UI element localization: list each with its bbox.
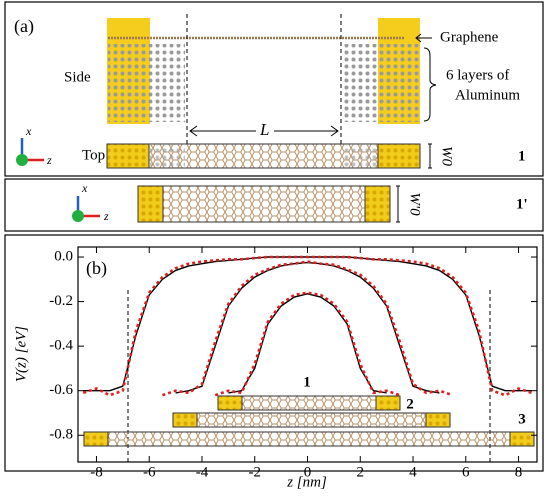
x-tick-label: -8 [90, 464, 103, 480]
electrode [84, 432, 108, 446]
x-tick-label: 4 [409, 464, 417, 480]
y-tick-label: -0.8 [49, 427, 73, 443]
electrode [365, 186, 390, 222]
y-tick-label: -0.4 [49, 338, 73, 354]
figure: (a) Side Graphene 6 layers of Aluminum L… [0, 0, 550, 493]
electrode [426, 413, 450, 427]
x-tick-label: 2 [357, 464, 365, 480]
structure-label: 3 [518, 411, 526, 427]
series-line [83, 257, 531, 391]
aluminum [342, 144, 378, 168]
inset-strip [218, 396, 400, 410]
panel-a: (a) Side Graphene 6 layers of Aluminum L… [5, 2, 543, 231]
x-tick-label: 6 [462, 464, 470, 480]
aluminum-layers [342, 44, 419, 122]
axis-label: x [25, 124, 32, 138]
panel-label: (a) [14, 16, 34, 37]
electrode [378, 144, 420, 168]
top-label: Top [82, 147, 105, 163]
y-tick-label: -0.2 [49, 293, 73, 309]
width-bracket [428, 144, 432, 168]
plot-frame [78, 247, 537, 462]
layers-label: 6 layers of [446, 67, 509, 83]
structure-label: 2 [406, 396, 414, 412]
structure-label: 1 [518, 148, 526, 164]
brace [424, 48, 436, 121]
electrode [376, 396, 400, 410]
x-tick-label: -6 [143, 464, 156, 480]
inset-strip [84, 432, 534, 446]
structure-label: 1' [516, 196, 528, 212]
series-line [176, 263, 440, 393]
structure-label: 1 [303, 374, 311, 390]
axis-origin [16, 154, 28, 166]
axis-label: z [46, 153, 52, 167]
axis-origin [72, 210, 84, 222]
y-tick-label: -0.6 [49, 382, 73, 398]
graphene-label: Graphene [440, 29, 499, 45]
length-label: L [259, 120, 269, 139]
side-label: Side [64, 69, 91, 85]
panel-b: (b) z [nm] V(z) [eV] [5, 235, 543, 490]
y-tick-label: 0.0 [54, 248, 73, 264]
width-bracket [396, 186, 400, 222]
aluminum-layers [108, 44, 185, 122]
inset-strip [173, 413, 450, 427]
top-strip [138, 186, 390, 222]
electrode [173, 413, 197, 427]
y-axis-label: V(z) [eV] [13, 326, 29, 382]
electrode [218, 396, 242, 410]
layers-label: Aluminum [455, 87, 520, 103]
width-label: W'0 [407, 192, 423, 216]
electrode [107, 144, 149, 168]
electrode [510, 432, 534, 446]
aluminum [149, 144, 185, 168]
x-tick-label: 0 [304, 464, 312, 480]
axis-label: x [81, 181, 88, 195]
x-tick-label: -4 [196, 464, 209, 480]
axis-label: z [103, 209, 109, 223]
panel-label: (b) [86, 258, 107, 279]
width-label: W0 [439, 146, 455, 166]
x-tick-label: -2 [248, 464, 261, 480]
electrode [138, 186, 163, 222]
x-tick-label: 8 [515, 464, 523, 480]
